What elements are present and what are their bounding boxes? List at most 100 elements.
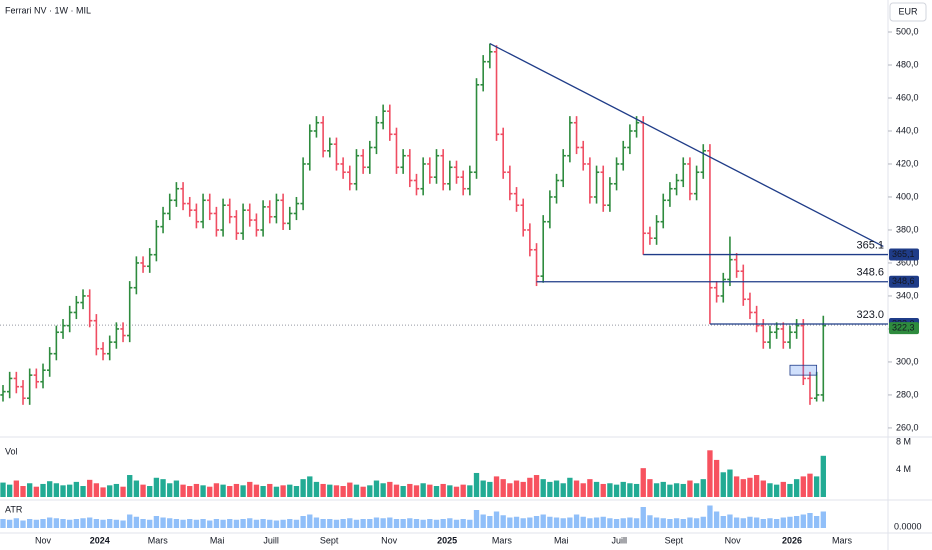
- atr-bar: [140, 519, 146, 528]
- atr-bar: [240, 519, 246, 528]
- atr-bar: [47, 517, 53, 528]
- volume-bar: [433, 486, 440, 497]
- volume-bar: [93, 483, 100, 497]
- atr-bar: [413, 519, 420, 528]
- atr-bar: [607, 518, 613, 528]
- y-tick-label: 440,0: [896, 125, 919, 135]
- atr-bar: [253, 519, 260, 528]
- atr-bar: [427, 519, 433, 528]
- x-tick-label: Mai: [554, 535, 569, 545]
- atr-bar: [200, 519, 206, 528]
- atr-bar: [393, 519, 400, 528]
- volume-bar: [80, 486, 86, 497]
- level-badge: [889, 275, 919, 288]
- volume-bar: [813, 476, 820, 497]
- volume-tick-label: 8 M: [896, 436, 911, 446]
- volume-bar: [393, 484, 400, 497]
- volume-bar: [347, 482, 353, 497]
- atr-bar: [593, 517, 600, 528]
- atr-bar: [100, 519, 106, 528]
- volume-bar: [300, 479, 306, 497]
- volume-bar: [173, 480, 180, 497]
- atr-bar: [80, 518, 86, 528]
- volume-bar: [693, 483, 700, 497]
- volume-bar: [540, 479, 546, 497]
- atr-bar: [440, 519, 446, 528]
- y-tick-label: 420,0: [896, 158, 919, 168]
- atr-bar: [340, 519, 346, 528]
- volume-bar: [633, 483, 640, 497]
- atr-bar: [573, 514, 580, 528]
- volume-bar: [533, 475, 540, 497]
- last-price-badge: [889, 322, 919, 335]
- atr-bar: [513, 516, 520, 528]
- volume-bar: [760, 480, 766, 497]
- volume-bar: [407, 483, 413, 497]
- x-tick-label: Nov: [35, 535, 52, 545]
- atr-bar: [567, 517, 573, 528]
- currency[interactable]: EUR: [898, 6, 918, 16]
- last-price-label: 322,3: [892, 323, 915, 333]
- y-tick-label: 480,0: [896, 59, 919, 69]
- volume-bar: [420, 483, 426, 497]
- atr-bar: [487, 516, 493, 528]
- x-tick-label: Mai: [210, 535, 225, 545]
- atr-bar: [687, 517, 693, 528]
- atr-bar: [760, 519, 766, 528]
- volume-bar: [160, 479, 166, 497]
- atr-bar: [473, 510, 480, 528]
- atr-bar: [293, 519, 300, 528]
- volume-bar: [233, 483, 240, 497]
- volume-bar: [627, 483, 633, 497]
- x-tick-label: Juill: [263, 535, 279, 545]
- volume-bar: [47, 481, 53, 497]
- atr-bar: [713, 511, 720, 528]
- volume-bar: [333, 485, 340, 497]
- atr-bar: [173, 519, 180, 528]
- volume-bar: [593, 481, 600, 497]
- atr-bar: [307, 514, 313, 528]
- volume-bar: [713, 459, 720, 497]
- volume-bar: [747, 477, 753, 497]
- atr-bar: [153, 516, 160, 528]
- atr-bar: [407, 518, 413, 528]
- x-tick-label: Sept: [320, 535, 339, 545]
- atr-bar: [220, 519, 226, 528]
- atr-bar: [387, 517, 393, 528]
- volume-bar: [773, 484, 780, 497]
- atr-bar: [560, 518, 566, 528]
- atr-bar: [320, 519, 326, 528]
- atr-bar: [180, 519, 186, 528]
- atr-bar: [647, 515, 653, 528]
- atr-bar: [447, 518, 453, 528]
- volume-bar: [607, 483, 613, 497]
- volume-bar: [253, 484, 260, 497]
- atr-bar: [273, 520, 280, 528]
- atr-bar: [420, 519, 426, 528]
- volume-bar: [807, 473, 813, 497]
- volume-bar: [413, 485, 420, 497]
- x-tick-label: 2026: [782, 535, 802, 545]
- volume-tick-label: 4 M: [896, 464, 911, 474]
- x-tick-label: Nov: [381, 535, 398, 545]
- trendline: [489, 42, 884, 248]
- atr-bar: [93, 519, 100, 528]
- currency-box[interactable]: [889, 2, 927, 22]
- level-label: 365.1: [856, 239, 884, 251]
- level-badge-label: 365,1: [892, 249, 915, 259]
- atr-label: ATR: [5, 504, 23, 514]
- volume-bar: [500, 479, 506, 497]
- volume-bar: [207, 486, 213, 497]
- volume-bar: [680, 483, 686, 497]
- volume-bar: [387, 481, 393, 497]
- atr-bar: [460, 519, 466, 528]
- level-label: 348.6: [856, 267, 884, 279]
- volume-bar: [307, 476, 313, 497]
- atr-bar: [107, 519, 113, 528]
- atr-bar: [627, 517, 633, 528]
- volume-bar: [740, 479, 746, 497]
- x-tick-label: Mars: [492, 535, 512, 545]
- y-tick-label: 500,0: [896, 26, 919, 36]
- volume-bar: [167, 483, 173, 497]
